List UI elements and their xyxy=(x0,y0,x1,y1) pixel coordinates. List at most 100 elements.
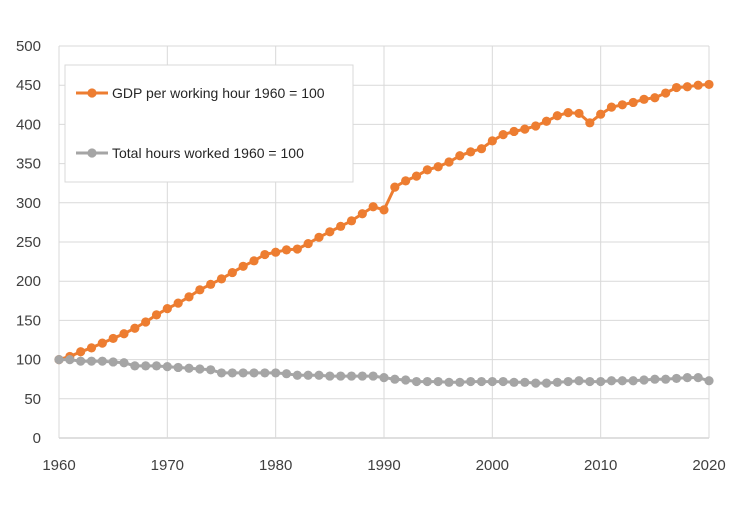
y-tick-label: 0 xyxy=(33,430,41,447)
legend-box xyxy=(64,64,354,183)
data-point xyxy=(563,376,573,387)
data-point xyxy=(466,376,476,387)
data-point xyxy=(249,368,259,378)
data-point xyxy=(336,371,346,381)
data-point xyxy=(141,317,151,327)
data-point xyxy=(65,355,75,365)
data-point xyxy=(401,375,411,385)
data-point xyxy=(585,118,595,128)
legend-label: GDP per working hour 1960 = 100 xyxy=(112,85,325,101)
data-point xyxy=(617,100,627,110)
data-point xyxy=(281,369,292,379)
data-point xyxy=(606,376,617,386)
data-point xyxy=(411,376,422,387)
data-point xyxy=(292,370,302,380)
x-tick-label: 1970 xyxy=(151,457,184,474)
data-point xyxy=(292,244,302,254)
data-point xyxy=(238,368,248,378)
data-point xyxy=(238,261,248,271)
y-tick-label: 500 xyxy=(16,38,41,55)
x-tick-label: 1990 xyxy=(367,457,400,474)
data-point xyxy=(390,374,400,384)
data-series xyxy=(54,79,714,388)
data-point xyxy=(141,361,151,371)
data-point xyxy=(628,376,638,386)
legend-swatch-marker xyxy=(87,148,97,158)
data-point xyxy=(216,368,227,378)
x-tick-label: 1980 xyxy=(259,457,292,474)
data-point xyxy=(97,356,107,366)
y-axis-tick-labels: 0 50 100 150 200 250 300 350 400 450 500 xyxy=(16,38,41,447)
data-point xyxy=(260,249,270,260)
series-1 xyxy=(54,79,714,365)
data-point xyxy=(520,124,530,134)
data-point xyxy=(628,97,638,108)
data-point xyxy=(162,362,172,372)
data-point xyxy=(574,108,584,119)
data-point xyxy=(271,247,281,257)
data-point xyxy=(130,323,140,333)
data-point xyxy=(119,358,129,368)
data-point xyxy=(422,165,432,175)
data-point xyxy=(661,374,671,384)
data-point xyxy=(151,310,162,320)
data-point xyxy=(216,274,227,284)
data-point xyxy=(498,129,508,140)
data-point xyxy=(574,376,584,386)
data-point xyxy=(466,147,476,157)
x-tick-label: 2020 xyxy=(692,457,725,474)
y-tick-label: 200 xyxy=(16,273,41,290)
data-point xyxy=(54,355,64,365)
y-tick-label: 400 xyxy=(16,116,41,133)
data-point xyxy=(108,333,118,344)
data-point xyxy=(173,298,183,308)
data-point xyxy=(617,376,627,386)
data-point xyxy=(336,221,346,231)
data-point xyxy=(520,377,530,387)
data-point xyxy=(206,279,216,289)
data-point xyxy=(455,377,465,387)
data-point xyxy=(195,364,205,374)
data-point xyxy=(97,338,107,348)
data-point xyxy=(693,373,703,383)
data-point xyxy=(585,376,595,387)
data-point xyxy=(671,82,682,93)
series-2 xyxy=(54,355,714,388)
data-point xyxy=(596,376,606,387)
legend: GDP per working hour 1960 = 100 Total hou… xyxy=(64,64,354,183)
data-point xyxy=(173,362,183,373)
data-point xyxy=(314,232,324,242)
x-tick-label: 2000 xyxy=(476,457,509,474)
y-tick-label: 250 xyxy=(16,234,41,251)
data-point xyxy=(162,304,172,314)
data-point xyxy=(325,371,335,381)
data-point xyxy=(444,377,454,387)
data-point xyxy=(704,79,714,90)
data-point xyxy=(206,365,216,375)
y-tick-label: 350 xyxy=(16,156,41,173)
x-tick-label: 2010 xyxy=(584,457,617,474)
data-point xyxy=(531,121,541,131)
data-point xyxy=(184,292,194,302)
data-point xyxy=(671,373,682,384)
data-point xyxy=(476,144,487,154)
data-point xyxy=(325,227,335,237)
data-point xyxy=(357,209,367,219)
data-point xyxy=(108,357,118,367)
data-point xyxy=(639,94,649,104)
data-point xyxy=(531,378,541,388)
data-point xyxy=(76,356,86,366)
y-tick-label: 50 xyxy=(24,391,41,408)
data-point xyxy=(422,376,432,387)
x-tick-label: 1960 xyxy=(42,457,75,474)
data-point xyxy=(195,285,205,295)
data-point xyxy=(119,329,129,339)
data-point xyxy=(682,373,692,383)
data-point xyxy=(151,361,162,371)
data-point xyxy=(401,176,411,186)
data-point xyxy=(281,245,292,255)
y-tick-label: 300 xyxy=(16,195,41,212)
data-point xyxy=(693,80,703,90)
data-point xyxy=(596,109,606,119)
